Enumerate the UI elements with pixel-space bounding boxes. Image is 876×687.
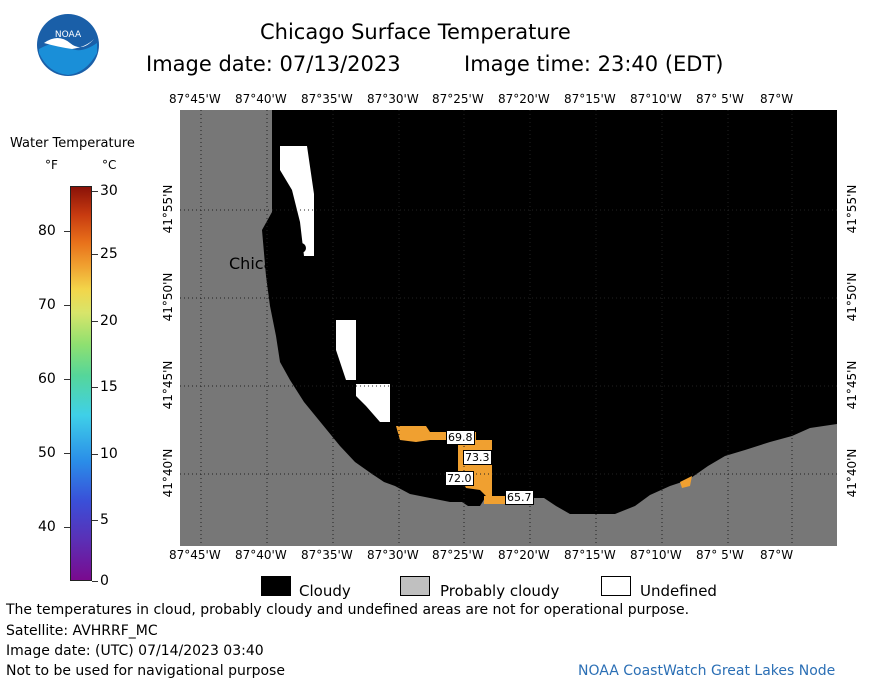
colorbar-c-tick-label: 20 (100, 313, 118, 329)
colorbar-c-tick-label: 10 (100, 446, 118, 462)
longitude-tick-label: 87°W (760, 548, 794, 562)
longitude-tick-label: 87°10'W (630, 548, 682, 562)
note-navigation: Not to be used for navigational purpose (6, 663, 285, 679)
note-satellite: Satellite: AVHRRF_MC (6, 623, 158, 639)
legend-undefined-label: Undefined (640, 582, 717, 600)
colorbar-tick (92, 581, 98, 582)
svg-text:NOAA: NOAA (55, 30, 82, 40)
colorbar-f-tick-label: 70 (38, 297, 56, 313)
longitude-tick-label: 87°10'W (630, 92, 682, 106)
longitude-tick-label: 87° 5'W (696, 548, 744, 562)
longitude-tick-label: 87°W (760, 92, 794, 106)
temp-label: 72.0 (445, 471, 474, 486)
note-operational: The temperatures in cloud, probably clou… (6, 602, 690, 618)
credit-label: NOAA CoastWatch Great Lakes Node (578, 663, 836, 679)
colorbar-tick (64, 453, 70, 454)
longitude-tick-label: 87°25'W (432, 92, 484, 106)
longitude-tick-label: 87°25'W (432, 548, 484, 562)
longitude-tick-label: 87°20'W (498, 92, 550, 106)
temperature-colorbar (70, 186, 92, 581)
colorbar-tick (92, 191, 98, 192)
colorbar-tick (64, 231, 70, 232)
chicago-marker (296, 243, 306, 253)
legend-undefined-swatch (601, 576, 631, 596)
image-time-label: Image time: 23:40 (EDT) (464, 52, 724, 76)
latitude-tick-label: 41°45'N (845, 360, 859, 410)
undefined-region (336, 320, 356, 380)
colorbar-c-tick-label: 15 (100, 379, 118, 395)
legend-cloudy-label: Cloudy (299, 582, 351, 600)
longitude-tick-label: 87°45'W (169, 92, 221, 106)
temp-label: 65.7 (505, 490, 534, 505)
colorbar-tick (92, 254, 98, 255)
latitude-tick-label: 41°50'N (161, 272, 175, 322)
colorbar-c-tick-label: 25 (100, 246, 118, 262)
undefined-region (280, 146, 314, 256)
temp-label: 69.8 (446, 430, 475, 445)
map-panel (180, 110, 837, 546)
legend-probably-cloudy-label: Probably cloudy (440, 582, 560, 600)
longitude-tick-label: 87°30'W (367, 548, 419, 562)
longitude-tick-label: 87°45'W (169, 548, 221, 562)
city-label: Chicago (229, 254, 294, 273)
colorbar-tick (92, 520, 98, 521)
colorbar-c-tick-label: 5 (100, 512, 109, 528)
colorbar-tick (92, 454, 98, 455)
latitude-tick-label: 41°50'N (845, 272, 859, 322)
colorbar-f-tick-label: 80 (38, 223, 56, 239)
longitude-tick-label: 87°40'W (235, 92, 287, 106)
colorbar-tick (64, 379, 70, 380)
longitude-tick-label: 87°35'W (301, 548, 353, 562)
colorbar-tick (64, 305, 70, 306)
longitude-tick-label: 87°20'W (498, 548, 550, 562)
colorbar-f-tick-label: 60 (38, 371, 56, 387)
legend-cloudy-swatch (261, 576, 291, 596)
colorbar-c-tick-label: 0 (100, 573, 109, 589)
longitude-tick-label: 87°40'W (235, 548, 287, 562)
colorbar-f-tick-label: 40 (38, 519, 56, 535)
warm-water-region (680, 476, 692, 488)
latitude-tick-label: 41°40'N (161, 448, 175, 498)
colorbar-tick (92, 387, 98, 388)
page-title: Chicago Surface Temperature (260, 20, 571, 44)
colorbar-tick (92, 321, 98, 322)
colorbar-c-tick-label: 30 (100, 183, 118, 199)
colorbar-title: Water Temperature (10, 136, 135, 151)
cloud-region (262, 110, 837, 514)
colorbar-unit-f: °F (45, 158, 58, 172)
longitude-tick-label: 87°35'W (301, 92, 353, 106)
latitude-tick-label: 41°55'N (161, 184, 175, 234)
note-image-date-utc: Image date: (UTC) 07/14/2023 03:40 (6, 643, 264, 659)
temp-label: 73.3 (463, 450, 492, 465)
latitude-tick-label: 41°45'N (161, 360, 175, 410)
legend-probably-cloudy-swatch (400, 576, 430, 596)
latitude-tick-label: 41°55'N (845, 184, 859, 234)
colorbar-f-tick-label: 50 (38, 445, 56, 461)
colorbar-unit-c: °C (102, 158, 117, 172)
image-date-label: Image date: 07/13/2023 (146, 52, 401, 76)
undefined-region (356, 384, 390, 422)
longitude-tick-label: 87°15'W (564, 92, 616, 106)
longitude-tick-label: 87° 5'W (696, 92, 744, 106)
noaa-logo-icon: NOAA (37, 14, 99, 76)
longitude-tick-label: 87°15'W (564, 548, 616, 562)
colorbar-tick (64, 527, 70, 528)
longitude-tick-label: 87°30'W (367, 92, 419, 106)
latitude-tick-label: 41°40'N (845, 448, 859, 498)
